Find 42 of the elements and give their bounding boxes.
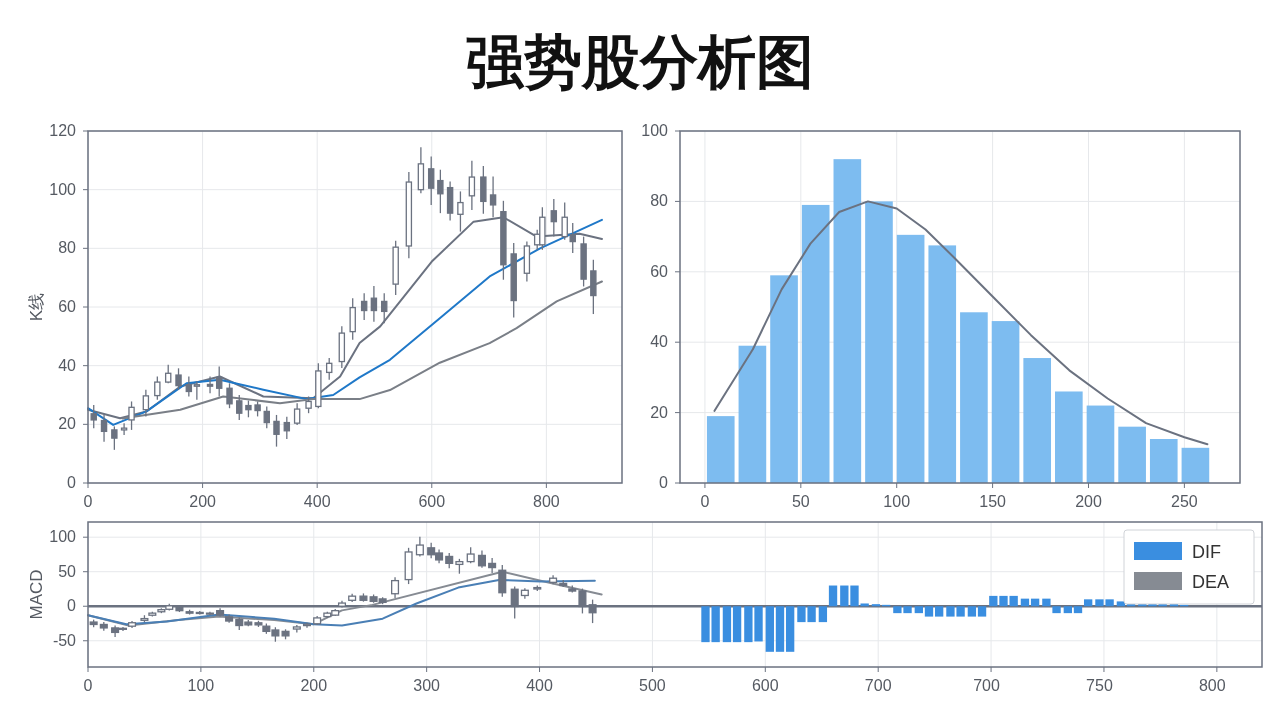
y-tick-label: 100 [49,180,77,198]
x-tick-label: 0 [83,677,93,694]
x-tick-label: 300 [413,677,441,694]
y-tick-label: 0 [67,597,77,615]
x-tick-label: 100 [187,677,215,694]
y-tick-label: 120 [49,122,77,139]
y-tick-label: 60 [650,262,669,280]
x-tick-label: 100 [883,493,911,510]
y-tick-label: 40 [650,333,669,351]
x-tick-label: 200 [300,677,328,694]
y-tick-label: 100 [49,528,77,546]
x-tick-label: 50 [791,493,810,510]
y-tick-label: 80 [650,192,669,210]
x-tick-label: 0 [700,493,710,510]
chart-title: 强势股分析图 [466,29,814,94]
x-tick-label: 250 [1171,493,1198,510]
legend-label: DIF [1192,542,1221,562]
x-tick-label: 700 [864,677,892,694]
x-tick-label: 0 [83,493,93,510]
x-tick-label: 200 [1075,493,1102,510]
x-tick-label: 150 [979,493,1007,510]
x-tick-label: 800 [533,493,560,510]
x-tick-label: 400 [526,677,553,694]
x-tick-label: 200 [189,493,217,510]
y-tick-label: -50 [52,631,77,649]
y-tick-label: 0 [67,474,77,491]
x-tick-label: 400 [303,493,331,510]
y-axis-title: MACD [27,569,46,620]
y-tick-label: 100 [641,122,669,139]
y-axis-title: K线 [27,292,46,322]
y-tick-label: 40 [58,356,77,374]
x-tick-label: 600 [418,493,446,510]
x-tick-label: 500 [639,677,666,694]
y-tick-label: 0 [659,474,669,491]
y-tick-label: 50 [58,562,77,580]
x-tick-label: 600 [751,677,779,694]
y-tick-label: 20 [58,415,77,433]
legend-label: DEA [1192,572,1230,592]
x2-tick-label: 750 [1086,677,1113,694]
y-tick-label: 80 [58,239,77,257]
y-tick-label: 20 [650,403,669,421]
y-tick-label: 60 [58,298,77,315]
